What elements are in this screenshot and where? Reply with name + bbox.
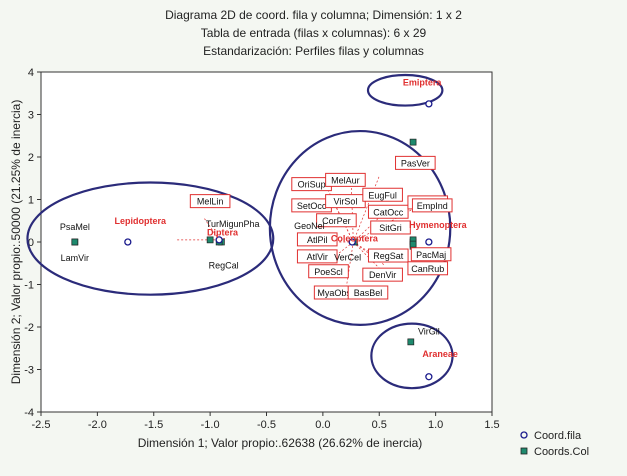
- x-tick-label: -1.5: [144, 419, 163, 431]
- label-regcal: RegCal: [209, 260, 239, 270]
- col-point-pasver: [409, 138, 417, 146]
- title-line-1: Diagrama 2D de coord. fila y columna; Di…: [165, 8, 462, 22]
- y-tick-label: 1: [28, 195, 34, 207]
- label-regsat: RegSat: [373, 251, 404, 261]
- label-box-pacmaj: [410, 247, 452, 262]
- label-atlvir: AtlVir: [307, 252, 328, 262]
- row-point-emiptera: [425, 100, 433, 108]
- label-hymenoptera: Hymenoptera: [409, 220, 468, 230]
- legend-row-marker: [520, 431, 528, 439]
- y-tick-label: -1: [24, 280, 34, 292]
- title-line-2: Tabla de entrada (filas x columnas): 6 x…: [200, 26, 427, 40]
- row-point-araneae: [425, 373, 433, 381]
- row-point-hymenoptera: [425, 238, 433, 246]
- legend-col-label: Coords.Col: [534, 446, 589, 458]
- label-catocc: CatOcc: [373, 207, 404, 217]
- x-tick-label: 0.0: [315, 419, 330, 431]
- legend-col-marker: [520, 447, 528, 455]
- label-poescl: PoeScl: [314, 267, 343, 277]
- label-empind: EmpInd: [417, 201, 448, 211]
- y-axis-label: Dimensión 2; Valor propio:.50000 (21.25%…: [9, 100, 23, 385]
- label-vercel: VerCel: [334, 253, 361, 263]
- label-coleoptera: Coleoptera: [331, 234, 379, 244]
- title-line-3: Estandarización: Perfiles filas y column…: [203, 44, 424, 58]
- label-pacmaj: PacMaj: [416, 250, 446, 260]
- label-orisup: OriSup: [298, 180, 326, 190]
- label-virgil: VirGil: [418, 326, 440, 336]
- label-box-denvir: [362, 267, 403, 282]
- leader-line: [204, 218, 220, 241]
- y-tick-label: -2: [24, 322, 34, 334]
- group-ellipse-left: [26, 181, 275, 296]
- y-tick-label: 3: [28, 110, 34, 122]
- y-tick-label: 4: [28, 67, 34, 79]
- label-box-atlpil: [296, 232, 338, 247]
- leader-line: [350, 178, 354, 243]
- x-tick-label: -1.0: [201, 419, 220, 431]
- label-box-empind: [411, 198, 453, 213]
- label-box-atlvir: [296, 249, 338, 264]
- label-lamvir: LamVir: [61, 253, 89, 263]
- label-araneae: Araneae: [422, 349, 458, 359]
- label-box-mellin: [189, 194, 231, 209]
- x-tick-label: -2.0: [88, 419, 107, 431]
- label-lepidoptera: Lepidoptera: [114, 216, 166, 226]
- x-axis-label: Dimensión 1; Valor propio:.62638 (26.62%…: [138, 436, 423, 450]
- col-point-mellin: [206, 236, 214, 244]
- x-tick-label: -0.5: [257, 419, 276, 431]
- col-point-virgil: [407, 338, 415, 346]
- label-box-poescl: [308, 264, 349, 279]
- label-box-sitgri: [370, 220, 411, 235]
- label-corper: CorPer: [322, 216, 351, 226]
- group-ellipse-araneae: [370, 322, 454, 390]
- x-tick-label: -2.5: [32, 419, 51, 431]
- label-emiptera: Emiptera: [403, 78, 443, 88]
- label-melaur: MelAur: [331, 175, 360, 185]
- label-virsol: VirSol: [333, 197, 357, 207]
- x-tick-label: 1.5: [484, 419, 499, 431]
- label-box-catocc: [367, 204, 409, 219]
- label-psamel: PsaMel: [60, 222, 90, 232]
- label-atlpil: AtlPil: [307, 235, 328, 245]
- plot-area: [40, 71, 493, 413]
- row-point-lepidoptera: [124, 238, 132, 246]
- row-point-diptera: [215, 236, 223, 244]
- label-diptera: Diptera: [207, 228, 239, 238]
- label-box-canrub: [407, 261, 449, 276]
- label-pasver: PasVer: [401, 158, 430, 168]
- group-ellipse-emiptera: [366, 73, 444, 107]
- legend-row-label: Coord.fila: [534, 430, 582, 442]
- col-point-pacmaj: [409, 240, 417, 248]
- label-box-basbel: [347, 285, 389, 300]
- label-setocc: SetOcc: [297, 201, 327, 211]
- legend: Coord.fila Coords.Col: [520, 430, 589, 458]
- label-sitgri: SitGri: [379, 223, 402, 233]
- label-mellin: MelLin: [197, 197, 224, 207]
- x-tick-label: 0.5: [372, 419, 387, 431]
- label-box-regsat: [367, 248, 409, 263]
- y-tick-label: 2: [28, 152, 34, 164]
- label-box-corper: [316, 213, 357, 228]
- x-tick-label: 1.0: [428, 419, 443, 431]
- leader-line: [345, 241, 354, 294]
- label-basbel: BasBel: [354, 288, 383, 298]
- y-tick-label: -3: [24, 365, 34, 377]
- label-myaobs: MyaObs: [317, 288, 351, 298]
- label-box-eugful: [362, 187, 403, 202]
- chart-title: Diagrama 2D de coord. fila y columna; Di…: [0, 6, 627, 60]
- leader-line: [353, 241, 371, 253]
- y-tick-label: -4: [24, 407, 34, 419]
- label-denvir: DenVir: [369, 270, 396, 280]
- label-eugful: EugFul: [368, 190, 397, 200]
- label-box-pasver: [395, 155, 436, 170]
- label-turmigunpha: TurMigunPha: [206, 219, 260, 229]
- label-geonel: GeoNel: [294, 221, 325, 231]
- row-point-coleoptera: [348, 238, 356, 246]
- col-point-lamvir: [71, 238, 79, 246]
- y-tick-label: 0: [28, 237, 34, 249]
- group-ellipse-center: [268, 129, 452, 326]
- label-box-melaur: [325, 172, 366, 187]
- label-canrub: CanRub: [411, 264, 444, 274]
